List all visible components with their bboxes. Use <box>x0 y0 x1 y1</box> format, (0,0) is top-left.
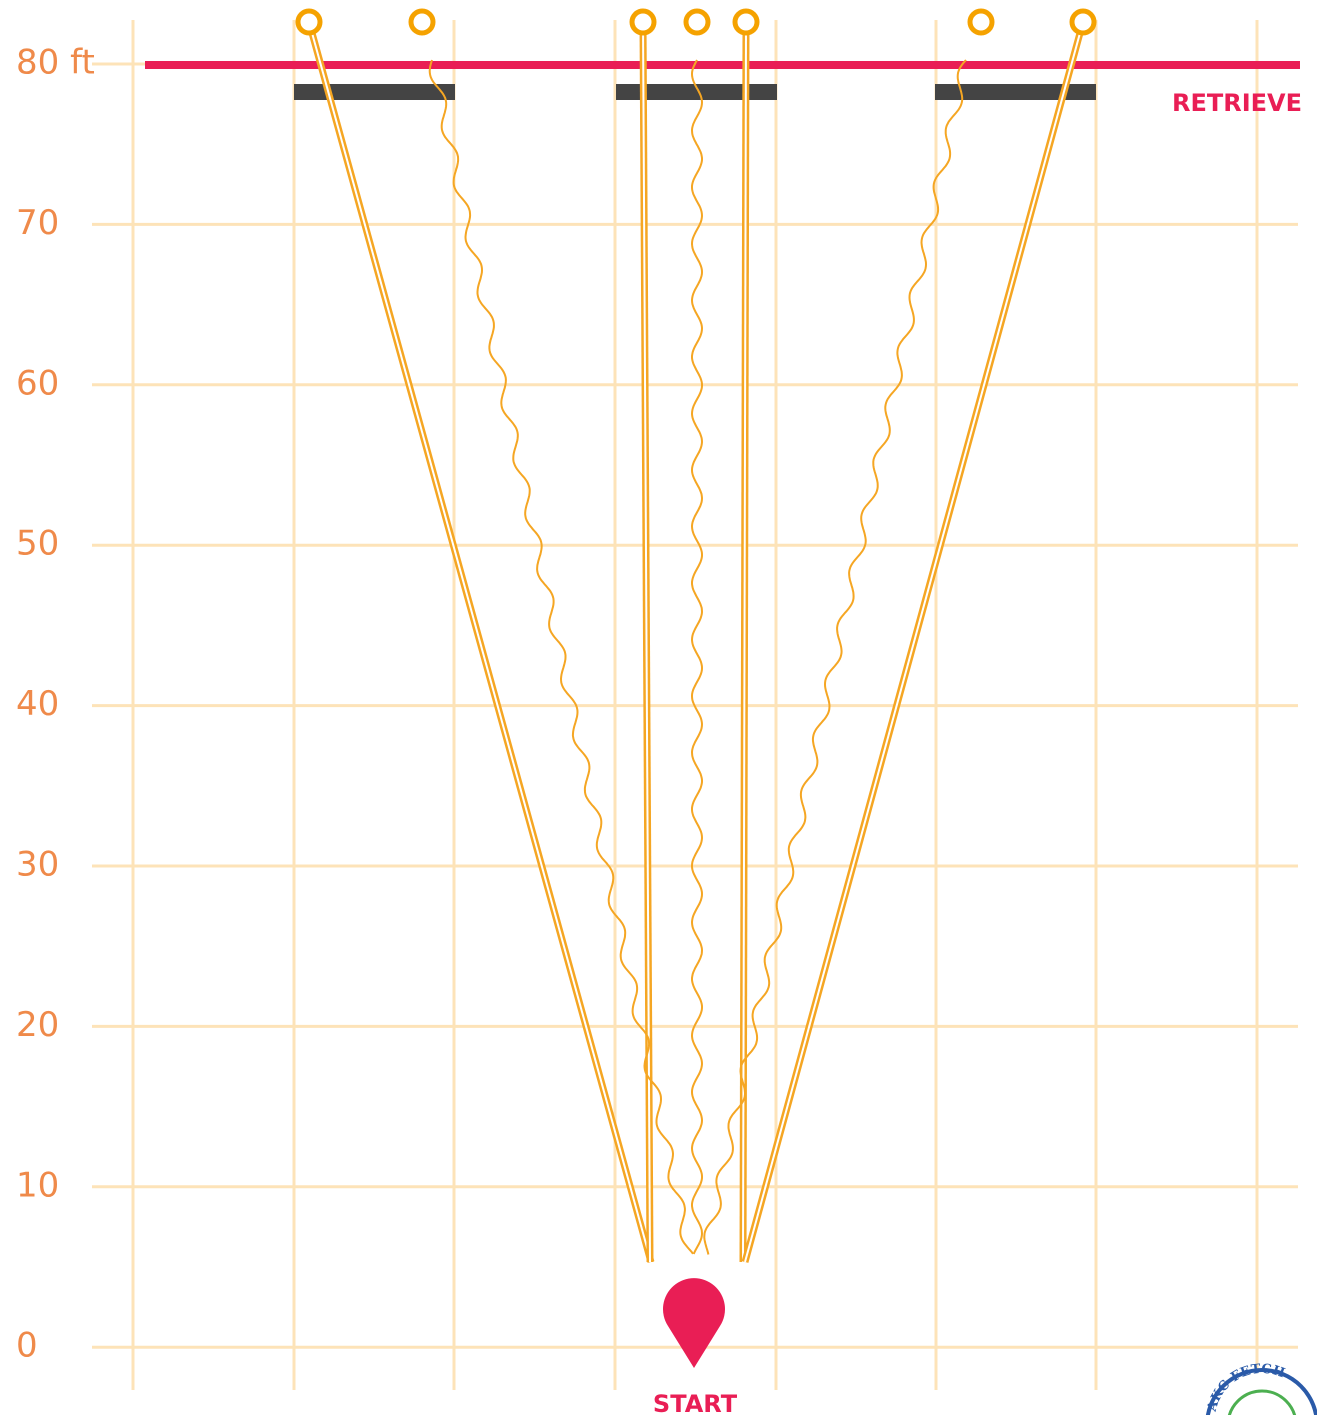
target-ring <box>295 8 323 36</box>
target-ring <box>1069 8 1097 36</box>
target-ring <box>967 8 995 36</box>
wavy-path <box>428 59 694 1255</box>
y-tick-label: 0 <box>16 1326 38 1366</box>
y-tick-label: 30 <box>16 845 59 885</box>
wavy-path <box>703 59 967 1255</box>
straight-path-core <box>308 21 652 1263</box>
y-tick-label: 20 <box>16 1005 59 1045</box>
targets <box>295 8 1097 36</box>
y-tick-label: 80 ft <box>16 43 95 83</box>
barrier <box>616 84 777 100</box>
target-ring <box>629 8 657 36</box>
start-label: START <box>653 1390 738 1415</box>
y-tick-label: 10 <box>16 1165 59 1205</box>
y-tick-label: 40 <box>16 684 59 724</box>
straight-path-core <box>744 21 1084 1263</box>
wavy-path <box>690 59 704 1255</box>
y-axis: 80 ft 70 60 50 40 30 20 10 0 <box>16 43 95 1366</box>
paths <box>305 21 1087 1263</box>
straight-path-core <box>742 21 747 1263</box>
target-ring <box>732 8 760 36</box>
straight-path-core <box>642 21 651 1263</box>
y-tick-label: 70 <box>16 203 59 243</box>
barrier <box>294 84 455 100</box>
grid <box>92 20 1298 1390</box>
retrieve-label: RETRIEVE <box>1172 89 1302 117</box>
logo: AKC FETCH <box>1205 1362 1317 1415</box>
y-tick-label: 50 <box>16 524 59 564</box>
y-tick-label: 60 <box>16 363 59 403</box>
logo-ball <box>1227 1389 1297 1415</box>
target-ring <box>683 8 711 36</box>
target-ring <box>408 8 436 36</box>
start-pin <box>663 1278 725 1368</box>
barrier <box>935 84 1096 100</box>
